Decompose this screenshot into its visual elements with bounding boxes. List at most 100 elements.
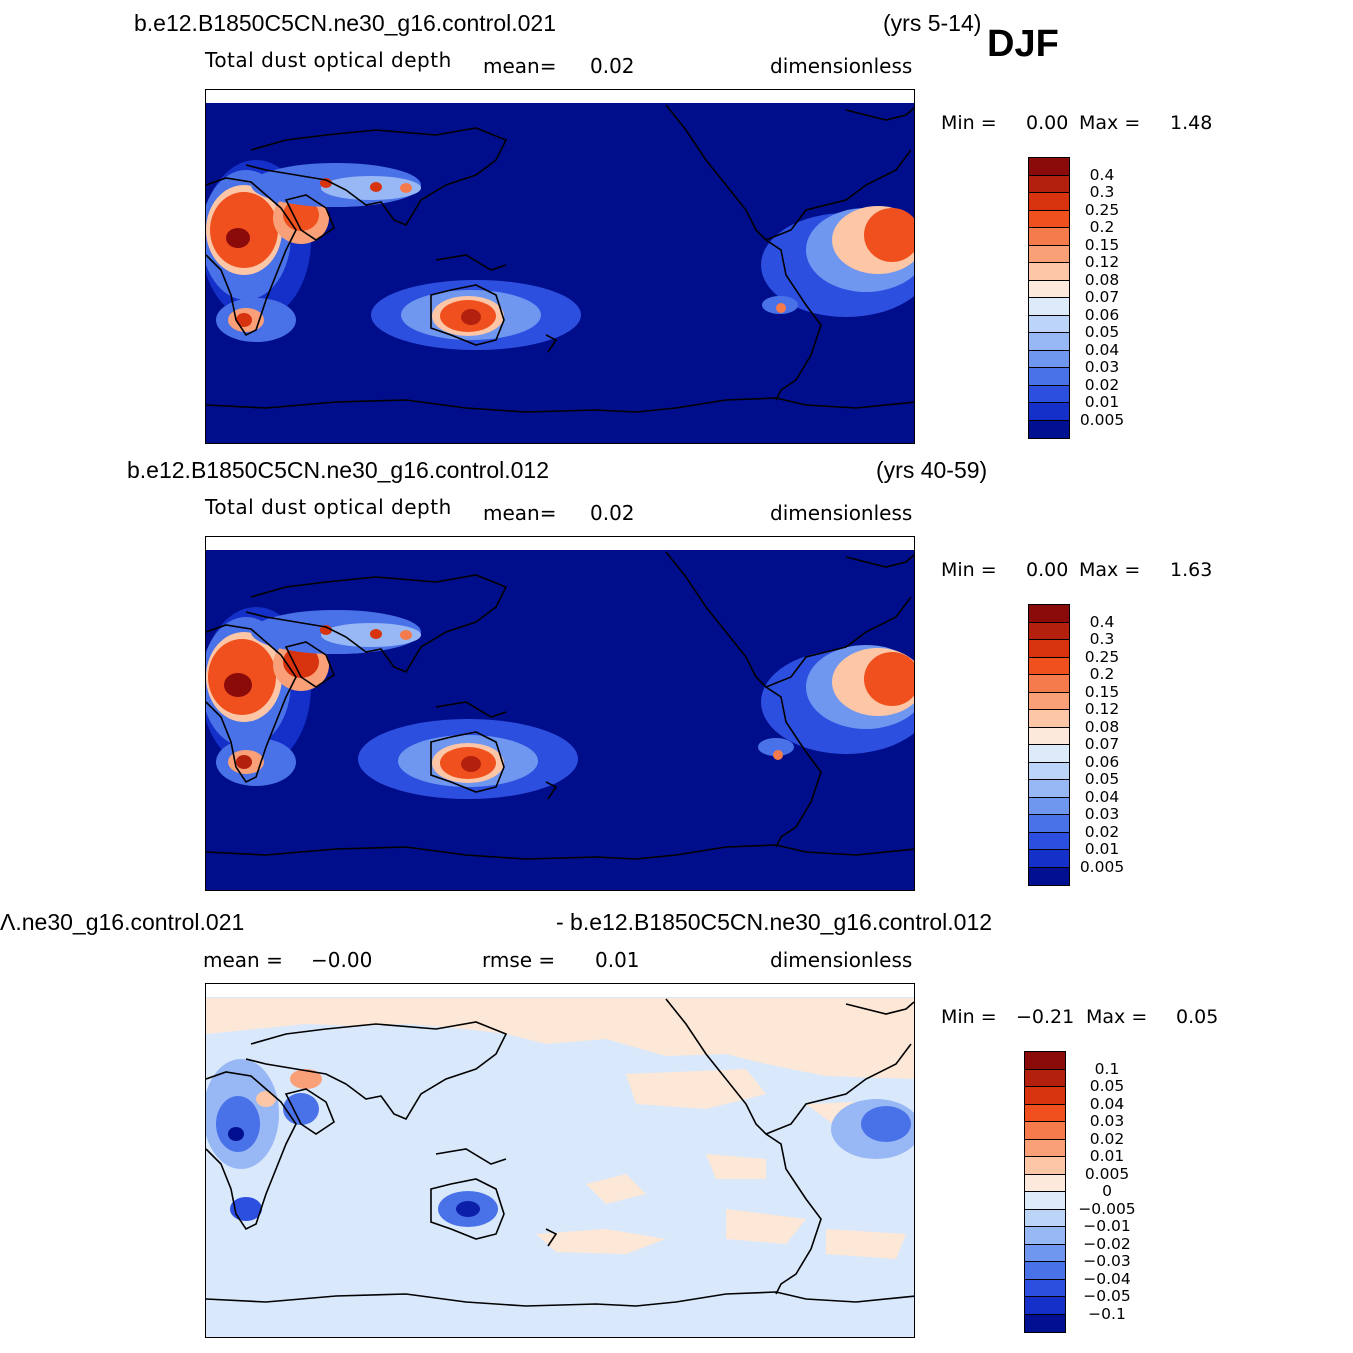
colorbar-level: −0.02 — [1083, 1235, 1131, 1253]
panel1-swatch — [1029, 263, 1069, 281]
colorbar-level: 0.08 — [1084, 271, 1120, 289]
panel3-swatch — [1025, 1104, 1065, 1122]
panel3-mean-label: mean = — [203, 948, 283, 972]
panel3-map — [205, 983, 915, 1338]
panel2-min-label: Min = — [941, 559, 997, 581]
panel2-swatch — [1029, 850, 1069, 868]
panel1-swatch — [1029, 245, 1069, 263]
colorbar-level: 0.06 — [1084, 753, 1120, 771]
colorbar-level: 0.25 — [1084, 648, 1120, 666]
colorbar-level: 0.01 — [1084, 393, 1120, 411]
panel1-swatch — [1029, 298, 1069, 316]
panel3-swatch — [1025, 1209, 1065, 1227]
panel1-swatch — [1029, 315, 1069, 333]
panel1-swatch — [1029, 350, 1069, 368]
panel2-mean-value: 0.02 — [590, 501, 635, 525]
colorbar-level: 0.01 — [1089, 1147, 1125, 1165]
panel2-case-title: b.e12.B1850C5CN.ne30_g16.control.012 — [127, 457, 549, 483]
colorbar-level: 0.4 — [1089, 613, 1115, 631]
colorbar-level: −0.01 — [1083, 1217, 1131, 1235]
colorbar-level: 0.05 — [1084, 770, 1120, 788]
panel3-swatch — [1025, 1052, 1065, 1070]
panel3-swatch — [1025, 1122, 1065, 1140]
colorbar-level: 0.02 — [1084, 823, 1120, 841]
panel1-swatch — [1029, 158, 1069, 176]
colorbar-level: 0.05 — [1084, 323, 1120, 341]
colorbar-level: 0.07 — [1084, 288, 1120, 306]
colorbar-level: 0.06 — [1084, 306, 1120, 324]
panel1-colorbar — [1028, 157, 1070, 439]
panel1-mean-label: mean= — [483, 54, 557, 78]
panel1-swatch — [1029, 368, 1069, 386]
panel3-swatch — [1025, 1087, 1065, 1105]
panel1-mean-value: 0.02 — [590, 54, 635, 78]
panel2-swatch — [1029, 710, 1069, 728]
colorbar-level: −0.03 — [1083, 1252, 1131, 1270]
colorbar-level: 0.4 — [1089, 166, 1115, 184]
panel3-case-right: - b.e12.B1850C5CN.ne30_g16.control.012 — [556, 909, 993, 935]
panel3-max-label: Max = — [1086, 1006, 1148, 1028]
panel1-variable: Total dust optical depth — [205, 48, 452, 72]
colorbar-level: 0.05 — [1089, 1077, 1125, 1095]
colorbar-level: 0.01 — [1084, 840, 1120, 858]
panel2-mean-label: mean= — [483, 501, 557, 525]
panel2-colorbar — [1028, 604, 1070, 886]
panel3-swatch — [1025, 1174, 1065, 1192]
panel2-swatch — [1029, 640, 1069, 658]
panel3-mean-value: −0.00 — [311, 948, 373, 972]
colorbar-level: −0.1 — [1088, 1305, 1126, 1323]
panel1-swatch — [1029, 210, 1069, 228]
panel1-min-label: Min = — [941, 112, 997, 134]
colorbar-level: −0.005 — [1078, 1200, 1136, 1218]
panel2-swatch — [1029, 815, 1069, 833]
colorbar-level: 0.005 — [1079, 858, 1125, 876]
colorbar-level: 0.04 — [1084, 341, 1120, 359]
panel3-rmse-value: 0.01 — [595, 948, 640, 972]
panel2-max-label: Max = — [1079, 559, 1141, 581]
panel2-swatch — [1029, 797, 1069, 815]
colorbar-level: 0.02 — [1084, 376, 1120, 394]
panel2-swatch — [1029, 675, 1069, 693]
panel2-swatch — [1029, 727, 1069, 745]
colorbar-level: 0.12 — [1084, 253, 1120, 271]
panel2-swatch — [1029, 622, 1069, 640]
panel1-max-label: Max = — [1079, 112, 1141, 134]
colorbar-level: 0.005 — [1079, 411, 1125, 429]
panel3-swatch — [1025, 1297, 1065, 1315]
colorbar-level: 0.04 — [1084, 788, 1120, 806]
panel2-years: (yrs 40-59) — [876, 457, 988, 483]
panel2-swatch — [1029, 745, 1069, 763]
colorbar-level: 0.03 — [1089, 1112, 1125, 1130]
panel3-swatch — [1025, 1157, 1065, 1175]
colorbar-level: 0.02 — [1089, 1130, 1125, 1148]
panel1-swatch — [1029, 280, 1069, 298]
colorbar-level: 0.15 — [1084, 683, 1120, 701]
panel2-swatch — [1029, 780, 1069, 798]
panel1-max-value: 1.48 — [1170, 112, 1213, 134]
colorbar-level: 0.15 — [1084, 236, 1120, 254]
panel1-min-value: 0.00 — [1026, 112, 1069, 134]
panel2-units: dimensionless — [770, 501, 913, 525]
panel3-max-value: 0.05 — [1176, 1006, 1219, 1028]
colorbar-level: 0.12 — [1084, 700, 1120, 718]
panel1-swatch — [1029, 193, 1069, 211]
season-label: DJF — [987, 23, 1059, 65]
panel2-variable: Total dust optical depth — [205, 495, 452, 519]
panel1-swatch — [1029, 420, 1069, 438]
colorbar-level: 0.005 — [1084, 1165, 1130, 1183]
panel2-max-value: 1.63 — [1170, 559, 1213, 581]
panel1-units: dimensionless — [770, 54, 913, 78]
panel3-min-label: Min = — [941, 1006, 997, 1028]
panel3-swatch — [1025, 1244, 1065, 1262]
panel3-swatch — [1025, 1069, 1065, 1087]
panel3-swatch — [1025, 1279, 1065, 1297]
panel2-swatch — [1029, 832, 1069, 850]
colorbar-level: 0.03 — [1084, 358, 1120, 376]
colorbar-level: 0.07 — [1084, 735, 1120, 753]
colorbar-level: 0.3 — [1089, 183, 1115, 201]
panel1-map — [205, 89, 915, 444]
colorbar-level: 0.03 — [1084, 805, 1120, 823]
panel3-rmse-label: rmse = — [482, 948, 556, 972]
panel3-units: dimensionless — [770, 948, 913, 972]
colorbar-level: −0.05 — [1083, 1287, 1131, 1305]
